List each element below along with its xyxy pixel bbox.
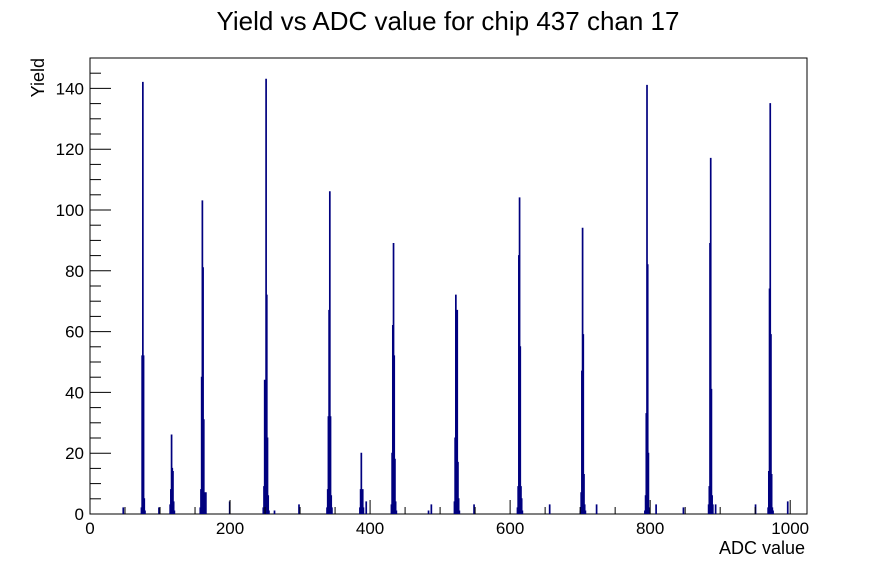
histogram-bin-972: [770, 334, 772, 514]
histogram-bin-434: [393, 355, 396, 514]
histogram-bin-253: [266, 437, 269, 514]
y-axis: 0 20 40 60 80 100 120 140: [56, 57, 111, 524]
histogram-bin-614: [519, 346, 522, 514]
histogram-bin-394: [365, 501, 368, 514]
y-tick-label: 80: [65, 262, 84, 281]
histogram-bin-889: [711, 504, 714, 514]
histogram-bin-345: [331, 507, 333, 514]
histogram-bin-98: [158, 507, 160, 514]
y-tick-label: 100: [56, 201, 84, 220]
histogram-bin-548: [473, 504, 475, 514]
histogram-bin-996: [786, 501, 789, 514]
y-tick-label: 20: [65, 444, 84, 463]
histogram-bin-387: [360, 452, 363, 514]
chart-title: Yield vs ADC value for chip 437 chan 17: [217, 6, 680, 36]
histogram-bin-893: [714, 504, 717, 514]
histogram-bin-436: [394, 501, 397, 514]
y-tick-label: 60: [65, 323, 84, 342]
y-tick-label: 120: [56, 140, 84, 159]
histogram-bin-656: [548, 504, 551, 514]
histogram-bin-390: [362, 507, 365, 514]
histogram-bin-161: [202, 267, 204, 514]
histogram-bin-163: [203, 492, 206, 514]
histogram-bin-263: [273, 510, 276, 514]
x-tick-label: 800: [636, 519, 664, 538]
histogram-bin-705: [583, 473, 585, 514]
histogram-bin-165: [205, 492, 207, 514]
histogram-bin-298: [298, 504, 300, 514]
histogram-bin-847: [682, 507, 685, 514]
histogram-bin-617: [521, 510, 524, 514]
histogram-bin-887: [710, 388, 713, 514]
histogram-bin-616: [520, 498, 523, 514]
x-tick-label: 200: [216, 519, 244, 538]
histogram-bin-437: [395, 510, 398, 514]
x-axis-label: ADC value: [719, 538, 805, 558]
histogram-bin-971: [769, 103, 772, 514]
histogram-bin-706: [583, 504, 586, 514]
histogram-bin-162: [202, 419, 205, 514]
y-axis-label: Yield: [28, 58, 48, 97]
histogram-bin-886: [709, 157, 712, 514]
histogram-bin-707: [584, 510, 587, 514]
x-tick-label: 1000: [771, 519, 809, 538]
histogram-bars: [122, 78, 789, 514]
histogram-bin-975: [772, 510, 774, 514]
histogram-bin-973: [770, 473, 773, 514]
histogram-bin-483: [427, 510, 430, 514]
x-tick-label: 400: [356, 519, 384, 538]
histogram-bin-343: [329, 416, 332, 514]
x-tick-label: 600: [496, 519, 524, 538]
histogram-bin-526: [457, 498, 460, 514]
histogram-bin-252: [265, 294, 268, 514]
histogram-bin-527: [458, 510, 461, 514]
histogram-bin-525: [457, 461, 459, 514]
histogram-bin-78: [144, 510, 146, 514]
histogram-bin-798: [648, 507, 650, 514]
histogram-bin-254: [267, 495, 270, 514]
histogram-bin-389: [361, 489, 364, 514]
histogram-bin-723: [595, 504, 598, 514]
histogram-bin-808: [655, 504, 657, 514]
x-axis: 0 200 400 600 800 1000: [85, 500, 809, 538]
histogram-bin-342: [328, 191, 331, 514]
histogram-bin-77: [143, 498, 146, 514]
histogram-bin-797: [647, 452, 650, 514]
histogram-bin-796: [646, 264, 649, 514]
y-tick-label: 0: [75, 505, 84, 524]
histogram-bin-118: [172, 470, 174, 514]
histogram-bin-119: [172, 501, 175, 514]
histogram-bin-704: [582, 334, 585, 514]
histogram-bin-435: [394, 458, 396, 514]
histogram-bin-76: [142, 355, 145, 514]
y-tick-label: 40: [65, 383, 84, 402]
y-tick-label: 140: [56, 79, 84, 98]
histogram-bin-487: [430, 504, 433, 514]
histogram-bin-344: [330, 495, 333, 514]
x-tick-label: 0: [85, 519, 94, 538]
plot-frame: [89, 57, 808, 515]
histogram-bin-75: [142, 81, 144, 514]
histogram-bin-524: [456, 309, 459, 514]
histogram-bin-255: [268, 510, 270, 514]
histogram-bin-47: [122, 507, 125, 514]
histogram-bin-120: [173, 510, 176, 514]
